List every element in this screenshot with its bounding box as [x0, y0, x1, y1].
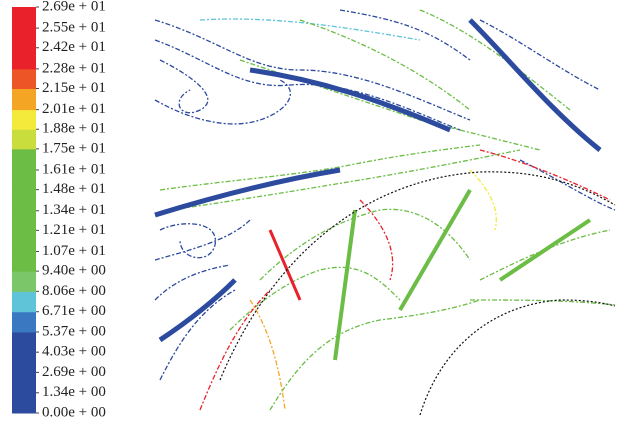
tick-label: 1.48e + 01	[42, 181, 106, 197]
colorbar-band	[12, 271, 36, 292]
blade	[335, 210, 355, 360]
tick-label: 1.34e + 00	[42, 384, 106, 400]
colorbar-band	[12, 129, 36, 149]
tick-label: 2.69e + 01	[42, 0, 106, 14]
tick-label: 6.71e + 00	[42, 303, 106, 319]
streamline	[480, 230, 610, 280]
figure: 0.00e + 00 1.34e + 00 2.69e + 00 4.03e + 00…	[0, 0, 627, 425]
streamline	[230, 267, 400, 330]
tick-label: 1.88e + 01	[42, 121, 106, 137]
blade	[160, 280, 235, 340]
colorbar-band	[12, 149, 36, 171]
streamline	[155, 20, 470, 120]
colorbar-band	[12, 230, 36, 252]
streamline	[470, 170, 496, 230]
colorbar: 0.00e + 00 1.34e + 00 2.69e + 00 4.03e + 00…	[12, 0, 106, 420]
colorbar-band	[12, 190, 36, 212]
blade	[400, 190, 470, 310]
blade	[270, 230, 300, 300]
streamline	[170, 150, 520, 210]
tick-label: 2.69e + 00	[42, 364, 106, 380]
streamline	[360, 200, 393, 280]
tick-label: 2.55e + 01	[42, 20, 106, 36]
streamline	[155, 220, 250, 260]
colorbar-band	[12, 89, 36, 111]
tick-label: 1.34e + 01	[42, 202, 106, 218]
tick-label: 5.37e + 00	[42, 323, 106, 339]
streamline	[340, 10, 470, 60]
tick-label: 1.07e + 01	[42, 243, 106, 259]
tick-label: 1.75e + 01	[42, 140, 106, 156]
colorbar-band	[12, 332, 36, 353]
tick-label: 1.21e + 01	[42, 222, 106, 238]
tick-label: 2.01e + 01	[42, 101, 106, 117]
tick-label: 4.03e + 00	[42, 344, 106, 360]
tick-label: 8.06e + 00	[42, 283, 106, 299]
tick-label: 1.61e + 01	[42, 161, 106, 177]
colorbar-band	[12, 352, 36, 373]
streamline	[160, 224, 215, 258]
colorbar-band	[12, 69, 36, 89]
tick-label: 2.42e + 01	[42, 39, 106, 55]
colorbar-band	[12, 28, 36, 48]
colorbar-band	[12, 7, 36, 29]
blade	[500, 220, 590, 280]
colorbar-band	[12, 110, 36, 130]
colorbar-band	[12, 372, 36, 393]
tick-label: 2.28e + 01	[42, 60, 106, 76]
colorbar-band	[12, 170, 36, 190]
flow-field	[155, 10, 615, 415]
streamline	[270, 300, 480, 410]
streamline	[300, 20, 470, 110]
tick-label: 0.00e + 00	[42, 404, 106, 420]
colorbar-band	[12, 291, 36, 312]
blade	[470, 20, 600, 150]
streamline	[470, 300, 615, 305]
rotor-outline	[220, 172, 615, 380]
colorbar-band	[12, 211, 36, 231]
colorbar-band	[12, 252, 36, 272]
colorbar-band	[12, 48, 36, 70]
streamline	[200, 19, 420, 40]
hub-outline	[420, 300, 615, 415]
colorbar-band	[12, 312, 36, 333]
streamline	[155, 80, 290, 124]
colorbar-band	[12, 393, 36, 414]
blade	[155, 170, 340, 215]
tick-label: 9.40e + 00	[42, 263, 106, 279]
tick-label: 2.15e + 01	[42, 80, 106, 96]
streamline	[160, 60, 208, 113]
